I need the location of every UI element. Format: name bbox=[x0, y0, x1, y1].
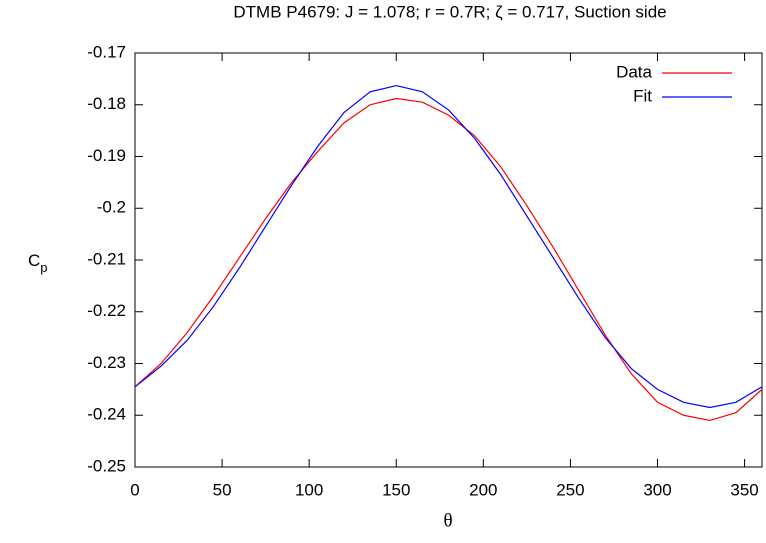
x-tick-label: 200 bbox=[469, 480, 497, 499]
x-tick-label: 250 bbox=[556, 480, 584, 499]
x-tick-label: 100 bbox=[295, 480, 323, 499]
y-tick-label: -0.24 bbox=[87, 405, 126, 424]
x-tick-label: 150 bbox=[382, 480, 410, 499]
y-axis-label-sub: p bbox=[40, 260, 47, 275]
y-tick-label: -0.17 bbox=[87, 42, 126, 61]
x-tick-label: 350 bbox=[730, 480, 758, 499]
legend-label: Data bbox=[616, 62, 652, 81]
y-tick-label: -0.2 bbox=[97, 198, 126, 217]
chart-title: DTMB P4679: J = 1.078; r = 0.7R; ζ = 0.7… bbox=[233, 2, 666, 21]
y-tick-label: -0.23 bbox=[87, 353, 126, 372]
plot-frame bbox=[134, 52, 763, 468]
x-tick-label: 50 bbox=[213, 480, 232, 499]
series-line bbox=[134, 97, 763, 422]
y-tick-label: -0.19 bbox=[87, 146, 126, 165]
x-axis-label: θ bbox=[443, 510, 452, 531]
legend-label: Fit bbox=[633, 86, 652, 105]
y-tick-label: -0.25 bbox=[87, 456, 126, 475]
x-tick-label: 300 bbox=[643, 480, 671, 499]
y-tick-label: -0.21 bbox=[87, 249, 126, 268]
y-tick-label: -0.18 bbox=[87, 94, 126, 113]
x-tick-label: 0 bbox=[130, 480, 139, 499]
series-line bbox=[134, 84, 763, 409]
y-axis-label-main: C bbox=[28, 251, 40, 270]
y-axis-label: Cp bbox=[28, 251, 48, 275]
y-tick-label: -0.22 bbox=[87, 301, 126, 320]
